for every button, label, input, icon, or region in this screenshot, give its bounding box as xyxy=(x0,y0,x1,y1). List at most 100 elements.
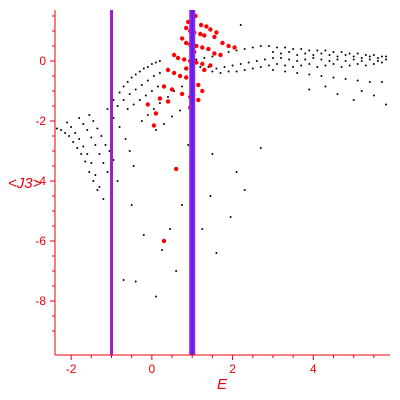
black-data-point xyxy=(243,48,246,50)
black-data-point xyxy=(138,99,141,101)
red-data-point xyxy=(165,99,171,104)
black-data-point xyxy=(181,85,184,88)
black-data-point xyxy=(348,52,351,55)
y-tick-label: -8 xyxy=(35,294,46,308)
black-data-point xyxy=(140,84,143,86)
black-data-point xyxy=(308,73,311,76)
red-data-point xyxy=(198,22,204,28)
black-data-point xyxy=(235,49,238,52)
black-data-point xyxy=(348,64,351,67)
black-data-point xyxy=(364,54,367,56)
red-data-point xyxy=(226,43,231,49)
black-data-point xyxy=(118,91,121,94)
black-data-point xyxy=(352,58,355,61)
black-data-point xyxy=(272,57,274,59)
red-data-point xyxy=(182,57,187,62)
black-data-point xyxy=(98,153,101,155)
black-data-point xyxy=(280,52,282,55)
black-data-point xyxy=(243,189,246,191)
red-data-point xyxy=(204,24,209,29)
red-data-point xyxy=(173,166,179,172)
black-data-point xyxy=(181,204,184,206)
black-data-point xyxy=(276,63,278,65)
black-data-point xyxy=(263,58,266,61)
black-data-point xyxy=(144,94,147,97)
black-data-point xyxy=(227,51,230,53)
black-data-point xyxy=(332,63,335,65)
black-data-point xyxy=(126,81,129,83)
black-data-point xyxy=(132,165,135,167)
black-data-point xyxy=(201,228,204,230)
black-data-point xyxy=(227,70,230,73)
black-data-point xyxy=(92,120,95,122)
black-data-point xyxy=(130,76,133,79)
black-data-point xyxy=(128,93,131,95)
black-data-point xyxy=(304,52,307,55)
black-data-point xyxy=(320,75,323,77)
black-data-point xyxy=(340,66,343,68)
black-data-point xyxy=(336,58,339,61)
black-data-point xyxy=(96,189,99,191)
black-data-point xyxy=(247,61,250,64)
black-data-point xyxy=(154,295,157,298)
black-data-point xyxy=(380,55,383,58)
black-data-point xyxy=(146,114,149,116)
red-data-point xyxy=(169,87,175,92)
black-data-point xyxy=(86,129,89,131)
red-data-point xyxy=(202,67,207,73)
red-data-point xyxy=(184,40,189,46)
black-data-point xyxy=(259,45,262,47)
red-data-point xyxy=(202,33,207,38)
black-data-point xyxy=(78,138,81,140)
black-data-point xyxy=(68,135,71,137)
black-data-point xyxy=(344,60,347,62)
black-data-point xyxy=(142,234,145,236)
black-data-point xyxy=(106,171,109,173)
black-data-point xyxy=(132,103,135,106)
red-data-point xyxy=(198,31,203,37)
black-data-point xyxy=(276,46,278,49)
black-data-point xyxy=(328,60,331,62)
black-data-point xyxy=(320,58,323,61)
black-data-point xyxy=(215,67,218,70)
black-data-point xyxy=(368,55,371,58)
red-data-point xyxy=(165,67,171,73)
red-data-point xyxy=(184,25,189,31)
black-data-point xyxy=(300,64,303,67)
red-data-point xyxy=(151,123,157,128)
black-data-point xyxy=(324,64,327,67)
black-data-point xyxy=(380,61,383,64)
black-data-point xyxy=(70,126,73,128)
black-data-point xyxy=(118,126,121,128)
black-data-point xyxy=(292,48,295,50)
black-data-point xyxy=(203,57,206,59)
black-data-point xyxy=(122,99,125,101)
black-data-point xyxy=(116,180,119,182)
black-data-point xyxy=(380,81,383,83)
black-data-point xyxy=(134,88,137,91)
black-data-point xyxy=(150,90,153,92)
black-data-point xyxy=(296,72,299,74)
black-data-point xyxy=(360,60,363,62)
black-data-point xyxy=(251,67,254,70)
black-data-point xyxy=(255,60,258,62)
black-data-point xyxy=(146,79,149,82)
black-data-point xyxy=(199,66,202,68)
black-data-point xyxy=(239,24,242,26)
black-data-point xyxy=(385,58,387,61)
red-data-point xyxy=(171,70,177,76)
black-data-point xyxy=(215,252,218,254)
y-tick-label: -6 xyxy=(35,234,46,248)
black-data-point xyxy=(284,64,287,67)
black-data-point xyxy=(368,81,371,83)
black-data-point xyxy=(92,180,95,182)
black-data-point xyxy=(94,144,97,146)
black-data-point xyxy=(356,79,359,82)
red-data-point xyxy=(145,102,150,107)
black-data-point xyxy=(175,270,178,272)
black-data-point xyxy=(229,216,232,218)
red-data-point xyxy=(184,66,189,71)
black-data-point xyxy=(140,120,143,122)
x-tick-label: 4 xyxy=(310,362,317,376)
black-data-point xyxy=(138,70,141,73)
